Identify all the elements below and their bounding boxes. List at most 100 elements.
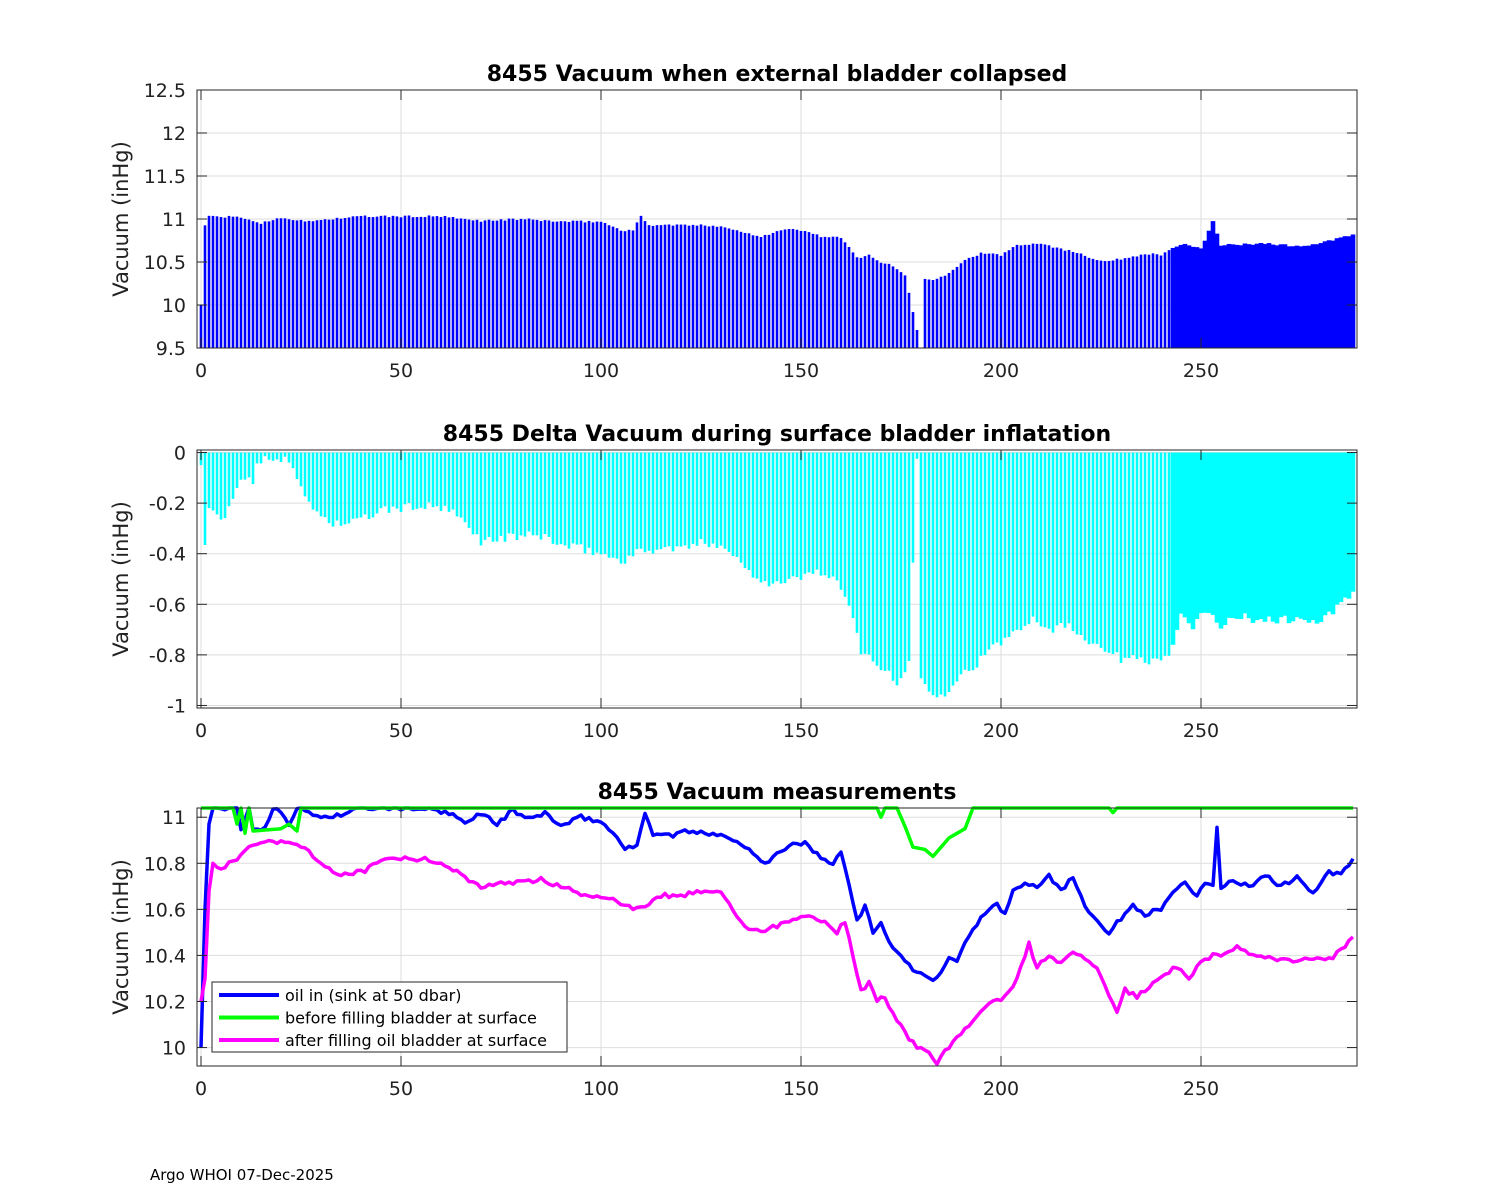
bar bbox=[1159, 452, 1163, 661]
bar bbox=[659, 225, 663, 348]
bar bbox=[939, 452, 943, 695]
bar bbox=[571, 452, 575, 544]
bar bbox=[1330, 452, 1336, 615]
bar bbox=[299, 219, 303, 348]
bar bbox=[251, 452, 255, 485]
bar bbox=[743, 452, 747, 569]
bar bbox=[623, 452, 627, 564]
bar bbox=[827, 237, 831, 348]
bar bbox=[527, 218, 531, 348]
bar bbox=[287, 452, 291, 463]
bar bbox=[667, 224, 671, 348]
legend-label: after filling oil bladder at surface bbox=[285, 1031, 547, 1050]
bar bbox=[1294, 452, 1300, 618]
bar bbox=[1350, 234, 1356, 348]
bar bbox=[1091, 452, 1095, 644]
bar bbox=[891, 452, 895, 681]
bar bbox=[583, 452, 587, 554]
bar bbox=[807, 452, 811, 573]
bar bbox=[911, 312, 915, 348]
bar bbox=[515, 452, 519, 541]
bar bbox=[967, 452, 971, 671]
bar bbox=[459, 218, 463, 348]
y-tick-label: 12.5 bbox=[144, 80, 186, 102]
bar bbox=[1063, 452, 1067, 628]
bar bbox=[223, 452, 227, 519]
bar bbox=[987, 452, 991, 650]
bar bbox=[1063, 250, 1067, 348]
bar bbox=[799, 452, 803, 580]
bar bbox=[835, 452, 839, 581]
legend-label: before filling bladder at surface bbox=[285, 1009, 537, 1028]
bar bbox=[1290, 452, 1296, 622]
bar bbox=[1298, 246, 1304, 348]
bar bbox=[815, 452, 819, 570]
bar bbox=[1015, 244, 1019, 348]
chart-2: 0 50 100 150 200 250 -1 -0.8 -0.6 -0.4 -0.2 0 8455 D… bbox=[109, 422, 1358, 742]
bar bbox=[303, 452, 307, 497]
x-tick-label: 100 bbox=[583, 360, 619, 382]
bar bbox=[1155, 254, 1159, 348]
bar bbox=[551, 221, 555, 348]
bar bbox=[619, 230, 623, 348]
bar bbox=[1190, 246, 1196, 348]
bar bbox=[739, 231, 743, 348]
bar bbox=[447, 452, 451, 512]
bar bbox=[911, 452, 915, 563]
bar bbox=[615, 228, 619, 348]
bar bbox=[791, 229, 795, 348]
footer-text: Argo WHOI 07-Dec-2025 bbox=[150, 1166, 334, 1184]
x-tick-label: 150 bbox=[783, 720, 819, 742]
bar bbox=[507, 218, 511, 348]
bar bbox=[443, 215, 447, 348]
bar bbox=[1250, 244, 1256, 348]
bar bbox=[251, 221, 255, 348]
bar bbox=[1278, 244, 1284, 348]
bar bbox=[691, 452, 695, 544]
bar bbox=[619, 452, 623, 564]
bar bbox=[471, 220, 475, 348]
bar bbox=[343, 452, 347, 525]
bar bbox=[399, 452, 403, 512]
bar bbox=[1079, 253, 1083, 348]
bar bbox=[363, 452, 367, 515]
bar bbox=[475, 219, 479, 348]
chart-1: 0 50 100 150 200 250 9.5 10 10.5 11 11.5 12 12.5 8455… bbox=[109, 62, 1358, 382]
bar bbox=[319, 220, 323, 348]
bar bbox=[931, 452, 935, 696]
bar bbox=[535, 219, 539, 348]
bar bbox=[275, 218, 279, 348]
bar bbox=[1210, 452, 1216, 615]
bar bbox=[795, 229, 799, 348]
bar bbox=[315, 220, 319, 348]
bar bbox=[531, 219, 535, 348]
bar bbox=[815, 234, 819, 348]
y-tick-label: 12 bbox=[162, 123, 186, 145]
bar bbox=[311, 221, 315, 348]
bar bbox=[231, 452, 235, 499]
bar bbox=[771, 452, 775, 584]
bar bbox=[363, 215, 367, 348]
bar bbox=[1342, 236, 1348, 348]
bar bbox=[1218, 452, 1224, 629]
bar bbox=[1270, 452, 1276, 622]
y-tick-label: 10 bbox=[162, 295, 186, 317]
bar bbox=[1314, 244, 1320, 348]
bar bbox=[995, 452, 999, 643]
bar bbox=[1091, 258, 1095, 348]
bar bbox=[879, 452, 883, 671]
bar bbox=[1015, 452, 1019, 630]
bar bbox=[1310, 452, 1316, 621]
bar bbox=[1167, 452, 1171, 656]
bar bbox=[579, 452, 583, 545]
bar bbox=[943, 275, 947, 348]
bar bbox=[1067, 249, 1071, 348]
bar bbox=[935, 452, 939, 698]
bar bbox=[787, 452, 791, 579]
bar bbox=[763, 234, 767, 348]
bar bbox=[1338, 452, 1344, 603]
bar bbox=[1234, 244, 1240, 348]
bar bbox=[1011, 452, 1015, 632]
bar bbox=[1027, 244, 1031, 348]
bar bbox=[1019, 452, 1023, 631]
